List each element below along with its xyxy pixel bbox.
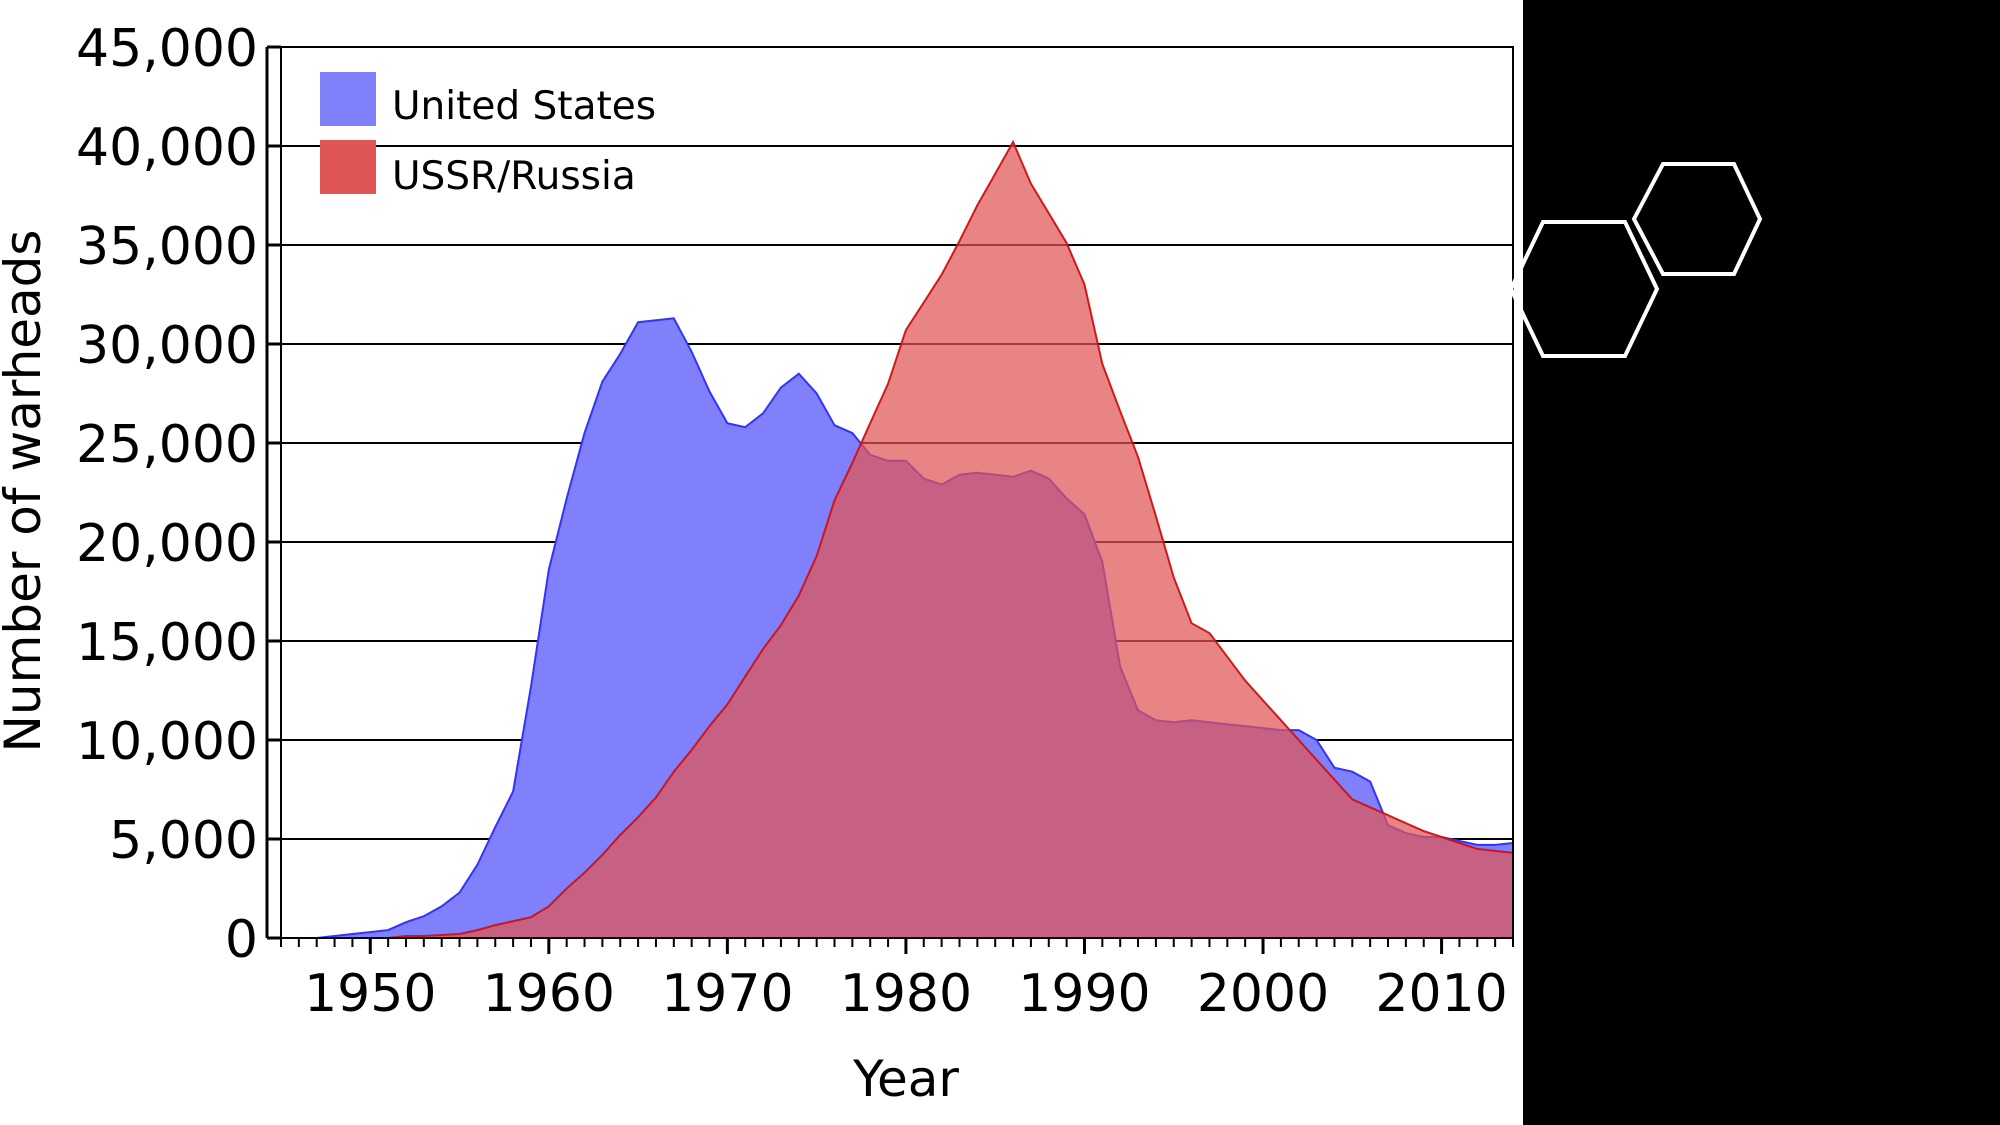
legend: United States USSR/Russia (320, 72, 656, 199)
y-tick-label-35000: 35,000 (76, 217, 258, 277)
y-tick-label-5000: 5,000 (109, 811, 258, 871)
legend-swatch-ussr-russia (320, 140, 376, 194)
y-tick-label-10000: 10,000 (76, 712, 258, 772)
x-tick-label-1970: 1970 (661, 964, 793, 1024)
area-ussr-russia (281, 142, 1513, 938)
series-areas (281, 139, 1514, 939)
x-tick-label-2000: 2000 (1197, 964, 1329, 1024)
legend-swatch-united-states (320, 72, 376, 126)
axes (265, 46, 1514, 939)
x-tick-label-1950: 1950 (304, 964, 436, 1024)
x-tick-label-1960: 1960 (483, 964, 615, 1024)
plot-frame (280, 46, 1514, 939)
y-tick-label-15000: 15,000 (76, 613, 258, 673)
y-tick-label-0: 0 (225, 910, 258, 970)
y-tick-label-20000: 20,000 (76, 514, 258, 574)
legend-label-ussr-russia: USSR/Russia (392, 154, 636, 199)
x-tick-label-1990: 1990 (1018, 964, 1150, 1024)
x-tick-label-2010: 2010 (1375, 964, 1507, 1024)
x-axis-ticks: 1950 1960 1970 1980 1990 2000 2010 (280, 938, 1514, 1024)
y-tick-label-30000: 30,000 (76, 316, 258, 376)
x-tick-label-1980: 1980 (840, 964, 972, 1024)
y-tick-label-45000: 45,000 (76, 19, 258, 79)
y-axis-ticks: 0 5,000 10,000 15,000 20,000 25,000 30,000 35,0… (76, 19, 281, 970)
legend-label-united-states: United States (392, 84, 656, 129)
y-tick-label-40000: 40,000 (76, 118, 258, 178)
y-axis-title: Number of warheads (0, 230, 52, 753)
line-ussr-russia (281, 139, 1514, 939)
y-tick-label-25000: 25,000 (76, 415, 258, 475)
x-axis-title: Year (852, 1050, 959, 1108)
